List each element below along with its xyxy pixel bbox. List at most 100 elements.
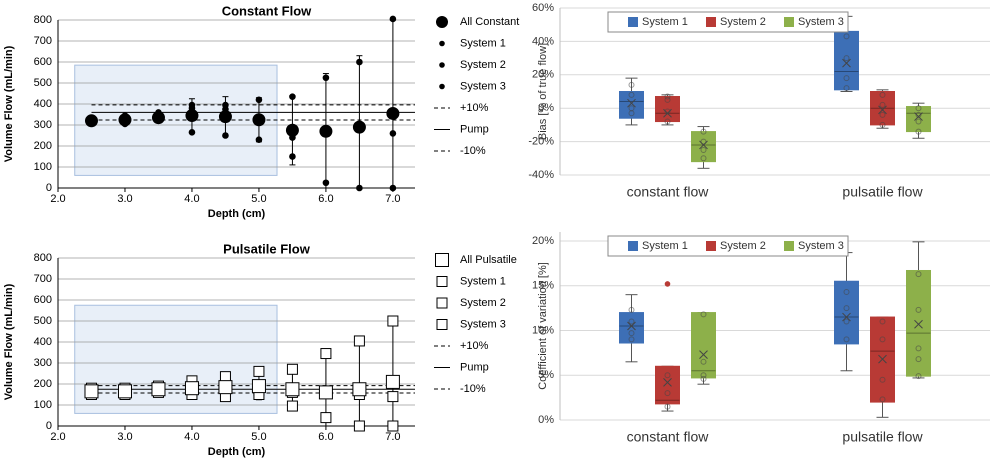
y-tick-label: 700 bbox=[34, 35, 52, 47]
data-point bbox=[879, 111, 886, 118]
y-tick-label: 10% bbox=[532, 324, 554, 336]
data-point bbox=[700, 358, 707, 365]
data-point bbox=[843, 33, 850, 40]
marker bbox=[286, 363, 298, 375]
marker bbox=[322, 74, 330, 82]
y-tick-label: 700 bbox=[34, 273, 52, 285]
data-point bbox=[628, 336, 635, 343]
y-tick-label: 600 bbox=[34, 56, 52, 68]
data-point bbox=[915, 271, 922, 278]
data-point bbox=[664, 372, 671, 379]
marker bbox=[289, 153, 296, 160]
legend-label: System 1 bbox=[642, 16, 688, 28]
marker bbox=[218, 110, 232, 124]
y-tick-label: 40% bbox=[532, 35, 554, 47]
y-tick-label: 400 bbox=[34, 336, 52, 348]
marker bbox=[356, 184, 363, 192]
mean bbox=[878, 105, 887, 115]
y-axis-label: Volume Flow (mL/min) bbox=[3, 283, 15, 400]
x-tick-label: 6.0 bbox=[318, 431, 333, 443]
legend-label: System 2 bbox=[460, 59, 506, 71]
marker bbox=[353, 335, 365, 347]
marker bbox=[218, 380, 233, 395]
outlier bbox=[664, 281, 671, 287]
box bbox=[691, 312, 716, 379]
marker bbox=[222, 101, 229, 109]
marker bbox=[386, 106, 400, 120]
box bbox=[834, 280, 859, 345]
marker bbox=[387, 391, 399, 403]
marker bbox=[320, 348, 332, 360]
data-point bbox=[664, 118, 671, 125]
marker bbox=[251, 379, 266, 394]
x-tick-label: 4.0 bbox=[184, 193, 199, 205]
marker bbox=[320, 412, 332, 424]
marker bbox=[151, 382, 166, 397]
data-point bbox=[664, 93, 671, 100]
legend-marker bbox=[436, 297, 448, 309]
marker bbox=[385, 374, 400, 389]
x-tick-label: 3.0 bbox=[117, 431, 132, 443]
x-tick-label: 2.0 bbox=[50, 193, 65, 205]
data-point bbox=[628, 81, 635, 88]
marker bbox=[387, 315, 399, 327]
data-point bbox=[915, 128, 922, 135]
legend-marker bbox=[435, 253, 449, 267]
y-tick-label: -40% bbox=[528, 169, 554, 181]
x-tick-label: 5.0 bbox=[251, 431, 266, 443]
category-label: constant flow bbox=[627, 184, 710, 200]
data-point bbox=[628, 330, 635, 337]
marker bbox=[252, 113, 266, 127]
legend-label: Pump bbox=[460, 361, 489, 373]
y-tick-label: 20% bbox=[532, 69, 554, 81]
data-point bbox=[664, 108, 671, 115]
marker bbox=[255, 136, 263, 143]
mean bbox=[699, 350, 708, 360]
marker bbox=[389, 130, 397, 137]
marker bbox=[253, 365, 265, 377]
mean bbox=[842, 58, 851, 68]
y-tick-label: 500 bbox=[34, 77, 52, 89]
box bbox=[619, 91, 644, 119]
legend-marker bbox=[439, 40, 445, 47]
marker bbox=[319, 124, 333, 138]
x-tick-label: 5.0 bbox=[251, 193, 266, 205]
data-point bbox=[915, 356, 922, 363]
y-tick-label: 0 bbox=[46, 182, 52, 194]
legend-label: -10% bbox=[460, 145, 486, 157]
mean bbox=[914, 319, 923, 329]
box bbox=[906, 269, 931, 377]
y-tick-label: 20% bbox=[532, 235, 554, 247]
marker bbox=[184, 381, 199, 396]
legend-label: Pump bbox=[460, 123, 489, 135]
data-point bbox=[879, 91, 886, 98]
data-point bbox=[628, 110, 635, 117]
data-point bbox=[628, 306, 635, 313]
legend-label: All Constant bbox=[460, 16, 519, 28]
legend-marker bbox=[436, 276, 448, 287]
mean bbox=[914, 112, 923, 121]
chart-title: Pulsatile Flow bbox=[223, 241, 311, 256]
data-point bbox=[843, 55, 850, 62]
marker bbox=[389, 184, 397, 192]
legend-swatch bbox=[706, 241, 716, 251]
marker bbox=[289, 93, 296, 100]
data-point bbox=[664, 403, 671, 410]
shaded-region bbox=[74, 304, 278, 414]
legend-marker bbox=[436, 319, 448, 330]
marker bbox=[117, 384, 132, 399]
y-tick-label: 800 bbox=[34, 14, 52, 26]
marker bbox=[286, 400, 298, 412]
box bbox=[691, 131, 716, 163]
data-point bbox=[915, 118, 922, 125]
y-axis-label: Volume Flow (mL/min) bbox=[3, 45, 15, 162]
data-point bbox=[628, 91, 635, 98]
y-tick-label: 15% bbox=[532, 280, 554, 292]
legend-swatch bbox=[706, 17, 716, 27]
legend-swatch bbox=[628, 17, 638, 27]
mean bbox=[663, 108, 672, 118]
data-point bbox=[879, 101, 886, 108]
legend-label: System 3 bbox=[798, 240, 844, 252]
marker bbox=[222, 132, 229, 139]
